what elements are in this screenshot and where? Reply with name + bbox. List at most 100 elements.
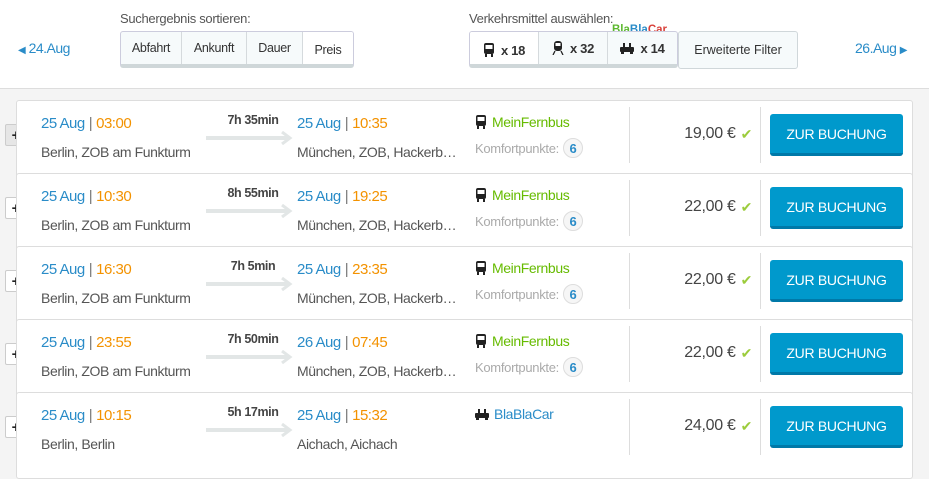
divider xyxy=(629,253,630,309)
divider xyxy=(629,107,630,163)
prev-date-label: 24.Aug xyxy=(28,40,71,56)
check-icon: ✔ xyxy=(740,417,753,434)
price-value: 19,00 € xyxy=(684,125,736,142)
plus-icon: + xyxy=(12,346,21,363)
departure: 25 Aug | 10:30 xyxy=(41,188,132,205)
arrival-date: 26 Aug xyxy=(297,334,341,351)
arrival: 25 Aug | 10:35 xyxy=(297,115,388,132)
arrival-date: 25 Aug xyxy=(297,407,341,424)
comfort-points: Komfortpunkte: 6 xyxy=(475,357,583,377)
departure-date: 25 Aug xyxy=(41,407,85,424)
arrival-station: München, ZOB, Hackerb… xyxy=(297,144,457,160)
departure-time: 16:30 xyxy=(96,261,132,278)
arrival-station: München, ZOB, Hackerb… xyxy=(297,363,457,379)
departure-station: Berlin, ZOB am Funkturm xyxy=(41,144,191,160)
bus-icon xyxy=(476,334,486,348)
operator-name[interactable]: MeinFernbus xyxy=(492,187,570,203)
caret-right-icon: ▶ xyxy=(899,45,908,56)
arrival-station: München, ZOB, Hackerb… xyxy=(297,290,457,306)
bus-icon xyxy=(476,115,486,129)
book-button[interactable]: ZUR BUCHUNG xyxy=(770,114,903,156)
price-value: 24,00 € xyxy=(684,417,736,434)
divider xyxy=(760,399,761,455)
arrival-date: 25 Aug xyxy=(297,188,341,205)
departure: 25 Aug | 03:00 xyxy=(41,115,132,132)
duration: 7h 35min xyxy=(227,113,279,127)
comfort-label: Komfortpunkte: xyxy=(475,213,559,229)
prev-day-link[interactable]: ◀ 24.Aug xyxy=(18,40,70,56)
book-button[interactable]: ZUR BUCHUNG xyxy=(770,260,903,302)
arrival-time: 23:35 xyxy=(352,261,388,278)
next-day-link[interactable]: 26.Aug ▶ xyxy=(855,40,907,56)
price-value: 22,00 € xyxy=(684,271,736,288)
departure: 25 Aug | 10:15 xyxy=(41,407,132,424)
departure: 25 Aug | 16:30 xyxy=(41,261,132,278)
transport-train[interactable]: x 32 xyxy=(539,32,608,64)
operator-name[interactable]: MeinFernbus xyxy=(492,333,570,349)
divider xyxy=(760,107,761,163)
train-count: x 32 xyxy=(569,40,595,56)
departure-date: 25 Aug xyxy=(41,261,85,278)
transport-bus[interactable]: x 18 xyxy=(470,32,539,64)
plus-icon: + xyxy=(12,273,21,290)
arrival-station: München, ZOB, Hackerb… xyxy=(297,217,457,233)
sort-label: Suchergebnis sortieren: xyxy=(120,11,251,26)
comfort-badge: 6 xyxy=(562,211,583,231)
bus-icon xyxy=(476,188,486,202)
price-value: 22,00 € xyxy=(684,344,736,361)
bus-icon xyxy=(476,261,486,275)
caret-left-icon: ◀ xyxy=(18,45,26,56)
check-icon: ✔ xyxy=(740,344,753,361)
operator-name[interactable]: MeinFernbus xyxy=(492,260,570,276)
transport-label: Verkehrsmittel auswählen: xyxy=(469,11,614,26)
comfort-points: Komfortpunkte: 6 xyxy=(475,138,583,158)
departure-station: Berlin, ZOB am Funkturm xyxy=(41,363,191,379)
price: 22,00 € ✔ xyxy=(684,344,752,362)
arrow-right-icon xyxy=(206,277,293,291)
operator-name[interactable]: BlaBlaCar xyxy=(494,406,554,422)
duration: 7h 5min xyxy=(230,259,276,273)
arrow-right-icon xyxy=(206,131,293,145)
book-button[interactable]: ZUR BUCHUNG xyxy=(770,333,903,375)
operator: MeinFernbus xyxy=(475,114,570,130)
departure-time: 03:00 xyxy=(96,115,132,132)
sort-abfahrt[interactable]: Abfahrt xyxy=(121,32,182,64)
operator: MeinFernbus xyxy=(475,260,570,276)
sort-preis[interactable]: Preis xyxy=(303,32,353,64)
arrival-time: 15:32 xyxy=(352,407,388,424)
arrival-station: Aichach, Aichach xyxy=(297,436,398,452)
bus-icon xyxy=(483,43,494,57)
bus-count: x 18 xyxy=(500,42,526,58)
operator-name[interactable]: MeinFernbus xyxy=(492,114,570,130)
comfort-points: Komfortpunkte: 6 xyxy=(475,211,583,231)
plus-icon: + xyxy=(12,127,21,144)
price: 24,00 € ✔ xyxy=(684,417,752,435)
divider xyxy=(760,253,761,309)
train-icon xyxy=(552,41,564,55)
arrival: 25 Aug | 19:25 xyxy=(297,188,388,205)
divider xyxy=(629,326,630,382)
book-button[interactable]: ZUR BUCHUNG xyxy=(770,406,903,448)
sort-ankunft[interactable]: Ankunft xyxy=(182,32,247,64)
book-button[interactable]: ZUR BUCHUNG xyxy=(770,187,903,229)
result-row: 25 Aug | 10:15 Berlin, Berlin 5h 17min 25 … xyxy=(16,392,913,479)
transport-car[interactable]: x 14 xyxy=(608,32,677,64)
comfort-badge: 6 xyxy=(562,357,583,377)
operator: MeinFernbus xyxy=(475,187,570,203)
comfort-points: Komfortpunkte: 6 xyxy=(475,284,583,304)
arrival: 25 Aug | 15:32 xyxy=(297,407,388,424)
departure-date: 25 Aug xyxy=(41,334,85,351)
extended-filter-button[interactable]: Erweiterte Filter xyxy=(678,31,798,69)
result-row: 25 Aug | 03:00 Berlin, ZOB am Funkturm 7h … xyxy=(16,100,913,187)
divider xyxy=(629,180,630,236)
check-icon: ✔ xyxy=(740,125,753,142)
sort-segmented-control: Abfahrt Ankunft Dauer Preis xyxy=(120,31,354,68)
comfort-label: Komfortpunkte: xyxy=(475,359,559,375)
duration: 7h 50min xyxy=(227,332,279,346)
plus-icon: + xyxy=(12,419,21,436)
duration: 8h 55min xyxy=(227,186,279,200)
comfort-badge: 6 xyxy=(562,284,583,304)
departure-time: 10:30 xyxy=(96,188,132,205)
operator: MeinFernbus xyxy=(475,333,570,349)
sort-dauer[interactable]: Dauer xyxy=(247,32,303,64)
